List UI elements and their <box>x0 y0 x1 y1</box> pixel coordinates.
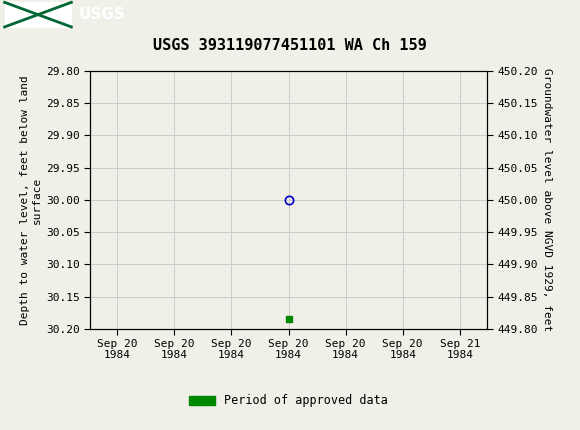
Text: USGS 393119077451101 WA Ch 159: USGS 393119077451101 WA Ch 159 <box>153 38 427 52</box>
FancyBboxPatch shape <box>5 2 71 27</box>
Legend: Period of approved data: Period of approved data <box>184 390 393 412</box>
Y-axis label: Depth to water level, feet below land
surface: Depth to water level, feet below land su… <box>20 75 42 325</box>
Y-axis label: Groundwater level above NGVD 1929, feet: Groundwater level above NGVD 1929, feet <box>542 68 552 332</box>
Text: USGS: USGS <box>78 6 125 22</box>
